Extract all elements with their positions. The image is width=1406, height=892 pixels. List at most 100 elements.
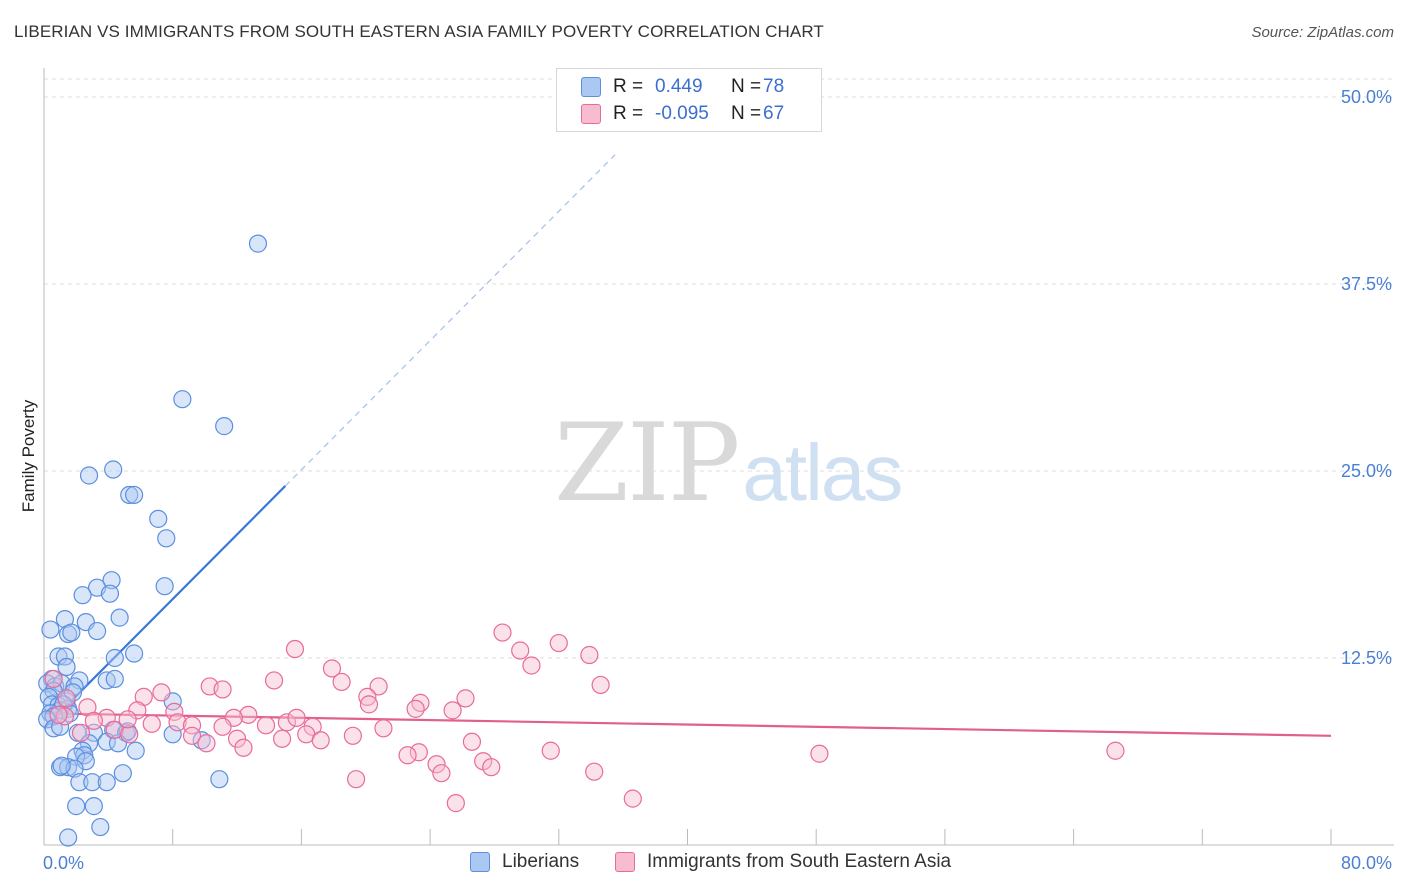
point-liberians bbox=[97, 773, 116, 792]
point-liberians bbox=[163, 725, 182, 744]
point-sea bbox=[1106, 741, 1125, 760]
source-label: Source: ZipAtlas.com bbox=[1251, 24, 1394, 41]
point-sea bbox=[71, 723, 91, 742]
correlation-legend: R = 0.449 N = 78 R = -0.095 N = 67 bbox=[556, 68, 822, 132]
point-sea bbox=[142, 714, 161, 733]
series-sea-points bbox=[44, 623, 1125, 813]
point-liberians bbox=[120, 485, 139, 505]
point-sea bbox=[120, 725, 139, 744]
point-liberians bbox=[215, 417, 234, 436]
point-sea bbox=[322, 659, 342, 678]
legend-r-label: R = bbox=[613, 103, 644, 124]
point-sea bbox=[57, 689, 76, 708]
watermark-zip: ZIP bbox=[554, 401, 740, 526]
point-sea bbox=[213, 680, 232, 699]
y-tick-label: 50.0% bbox=[1341, 87, 1392, 107]
point-liberians bbox=[113, 764, 132, 783]
x-tick-label-min: 0.0% bbox=[43, 853, 84, 873]
point-sea bbox=[369, 677, 388, 696]
point-sea bbox=[264, 671, 284, 690]
trend-line-sea bbox=[43, 712, 1332, 737]
point-sea bbox=[810, 744, 829, 763]
legend-label-liberians: Liberians bbox=[502, 851, 580, 872]
legend-item-liberians: Liberians bbox=[470, 851, 579, 873]
point-sea bbox=[213, 717, 232, 736]
point-sea bbox=[580, 645, 599, 665]
chart-title: LIBERIAN VS IMMIGRANTS FROM SOUTH EASTER… bbox=[14, 22, 824, 41]
point-sea bbox=[493, 623, 512, 642]
point-liberians bbox=[248, 234, 268, 253]
point-sea bbox=[462, 732, 482, 751]
point-sea bbox=[591, 675, 610, 695]
point-sea bbox=[482, 758, 501, 777]
point-liberians bbox=[192, 731, 211, 750]
point-liberians bbox=[124, 485, 144, 505]
series-legend: Liberians Immigrants from South Eastern … bbox=[0, 851, 1406, 877]
y-axis-label: Family Poverty bbox=[19, 399, 38, 512]
point-liberians bbox=[62, 623, 81, 642]
trend-lines bbox=[43, 154, 1332, 737]
legend-n-value: 67 bbox=[763, 103, 785, 124]
point-sea bbox=[456, 689, 475, 708]
y-tick-label: 25.0% bbox=[1341, 461, 1392, 481]
point-sea bbox=[409, 743, 428, 762]
point-sea bbox=[287, 708, 306, 727]
point-sea bbox=[585, 762, 604, 781]
point-liberians bbox=[124, 644, 144, 663]
legend-n-value: 78 bbox=[763, 76, 785, 97]
point-liberians bbox=[67, 797, 86, 816]
point-liberians bbox=[79, 466, 99, 485]
point-sea bbox=[227, 729, 247, 748]
legend-row-liberians: R = 0.449 N = 78 bbox=[581, 74, 784, 100]
point-liberians bbox=[100, 584, 120, 603]
point-sea bbox=[44, 669, 63, 689]
axis-labels: Family Poverty 0.0% 80.0% 12.5% 25.0% 37.5… bbox=[19, 87, 1392, 873]
point-sea bbox=[359, 695, 379, 714]
point-liberians bbox=[44, 719, 63, 738]
point-liberians bbox=[52, 756, 71, 775]
point-liberians bbox=[210, 770, 229, 789]
point-sea bbox=[511, 641, 530, 660]
point-liberians bbox=[91, 817, 110, 837]
y-tick-label: 12.5% bbox=[1341, 648, 1392, 668]
point-liberians bbox=[110, 608, 129, 627]
y-tick-label: 37.5% bbox=[1341, 274, 1392, 294]
point-liberians bbox=[102, 571, 121, 590]
point-sea bbox=[256, 716, 276, 735]
legend-n-label: N = bbox=[731, 103, 762, 124]
point-liberians bbox=[84, 797, 103, 816]
point-sea bbox=[182, 726, 202, 745]
point-liberians bbox=[157, 529, 176, 548]
point-sea bbox=[49, 705, 68, 724]
point-sea bbox=[541, 741, 560, 760]
point-sea bbox=[272, 729, 292, 748]
point-sea bbox=[623, 789, 642, 808]
point-sea bbox=[427, 755, 446, 774]
trend-line-liberians-extension bbox=[284, 154, 616, 487]
point-liberians bbox=[104, 460, 123, 479]
point-sea bbox=[277, 713, 297, 732]
legend-row-sea: R = -0.095 N = 67 bbox=[581, 101, 784, 127]
point-sea bbox=[168, 713, 187, 732]
point-liberians bbox=[73, 586, 92, 605]
point-sea bbox=[197, 734, 216, 753]
gridlines bbox=[44, 78, 1394, 659]
legend-n-label: N = bbox=[731, 76, 762, 97]
point-sea bbox=[411, 693, 430, 712]
point-sea bbox=[358, 687, 377, 706]
point-sea bbox=[285, 639, 305, 659]
watermark-atlas: atlas bbox=[742, 428, 903, 517]
legend-r-label: R = bbox=[613, 76, 644, 97]
legend-swatch-pink bbox=[581, 104, 601, 124]
point-liberians bbox=[105, 669, 124, 689]
point-sea bbox=[303, 717, 322, 736]
point-sea bbox=[522, 656, 541, 675]
point-liberians bbox=[87, 621, 107, 641]
point-liberians bbox=[59, 828, 78, 847]
point-sea bbox=[118, 710, 137, 729]
point-sea bbox=[443, 701, 462, 720]
point-sea bbox=[105, 720, 124, 739]
point-sea bbox=[398, 746, 417, 765]
legend-swatch-pink bbox=[615, 852, 635, 872]
legend-r-value: -0.095 bbox=[655, 103, 709, 124]
